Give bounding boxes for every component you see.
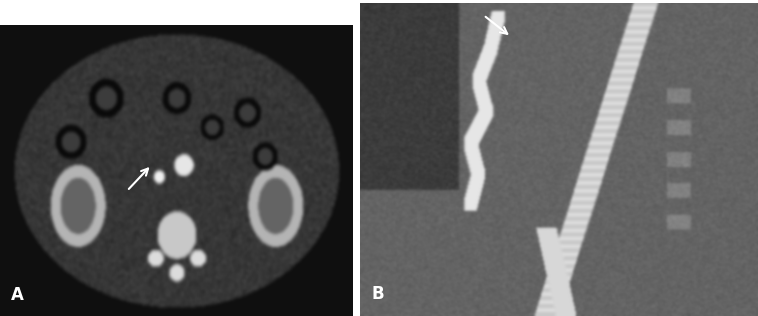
Text: B: B bbox=[372, 285, 384, 303]
Text: A: A bbox=[11, 286, 23, 304]
